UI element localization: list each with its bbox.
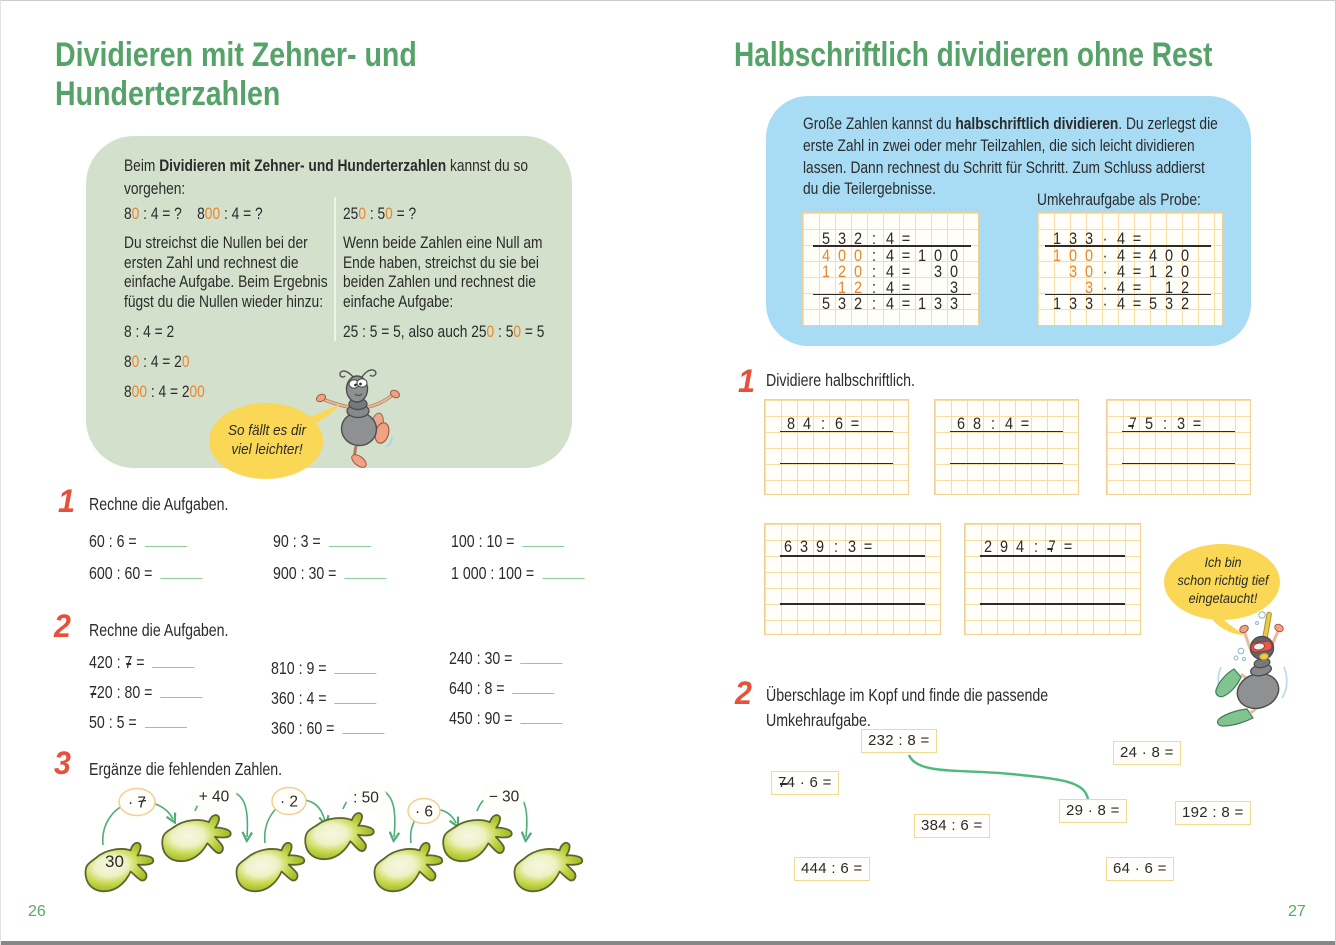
svg-text:· 2: · 2	[280, 794, 298, 811]
svg-text:· 7: · 7	[128, 795, 146, 812]
svg-text:30: 30	[105, 852, 124, 871]
svg-text:+ 40: + 40	[199, 789, 230, 806]
svg-text:− 30: − 30	[489, 789, 520, 806]
svg-text:: 50: : 50	[353, 790, 379, 807]
svg-text:· 6: · 6	[415, 804, 433, 821]
